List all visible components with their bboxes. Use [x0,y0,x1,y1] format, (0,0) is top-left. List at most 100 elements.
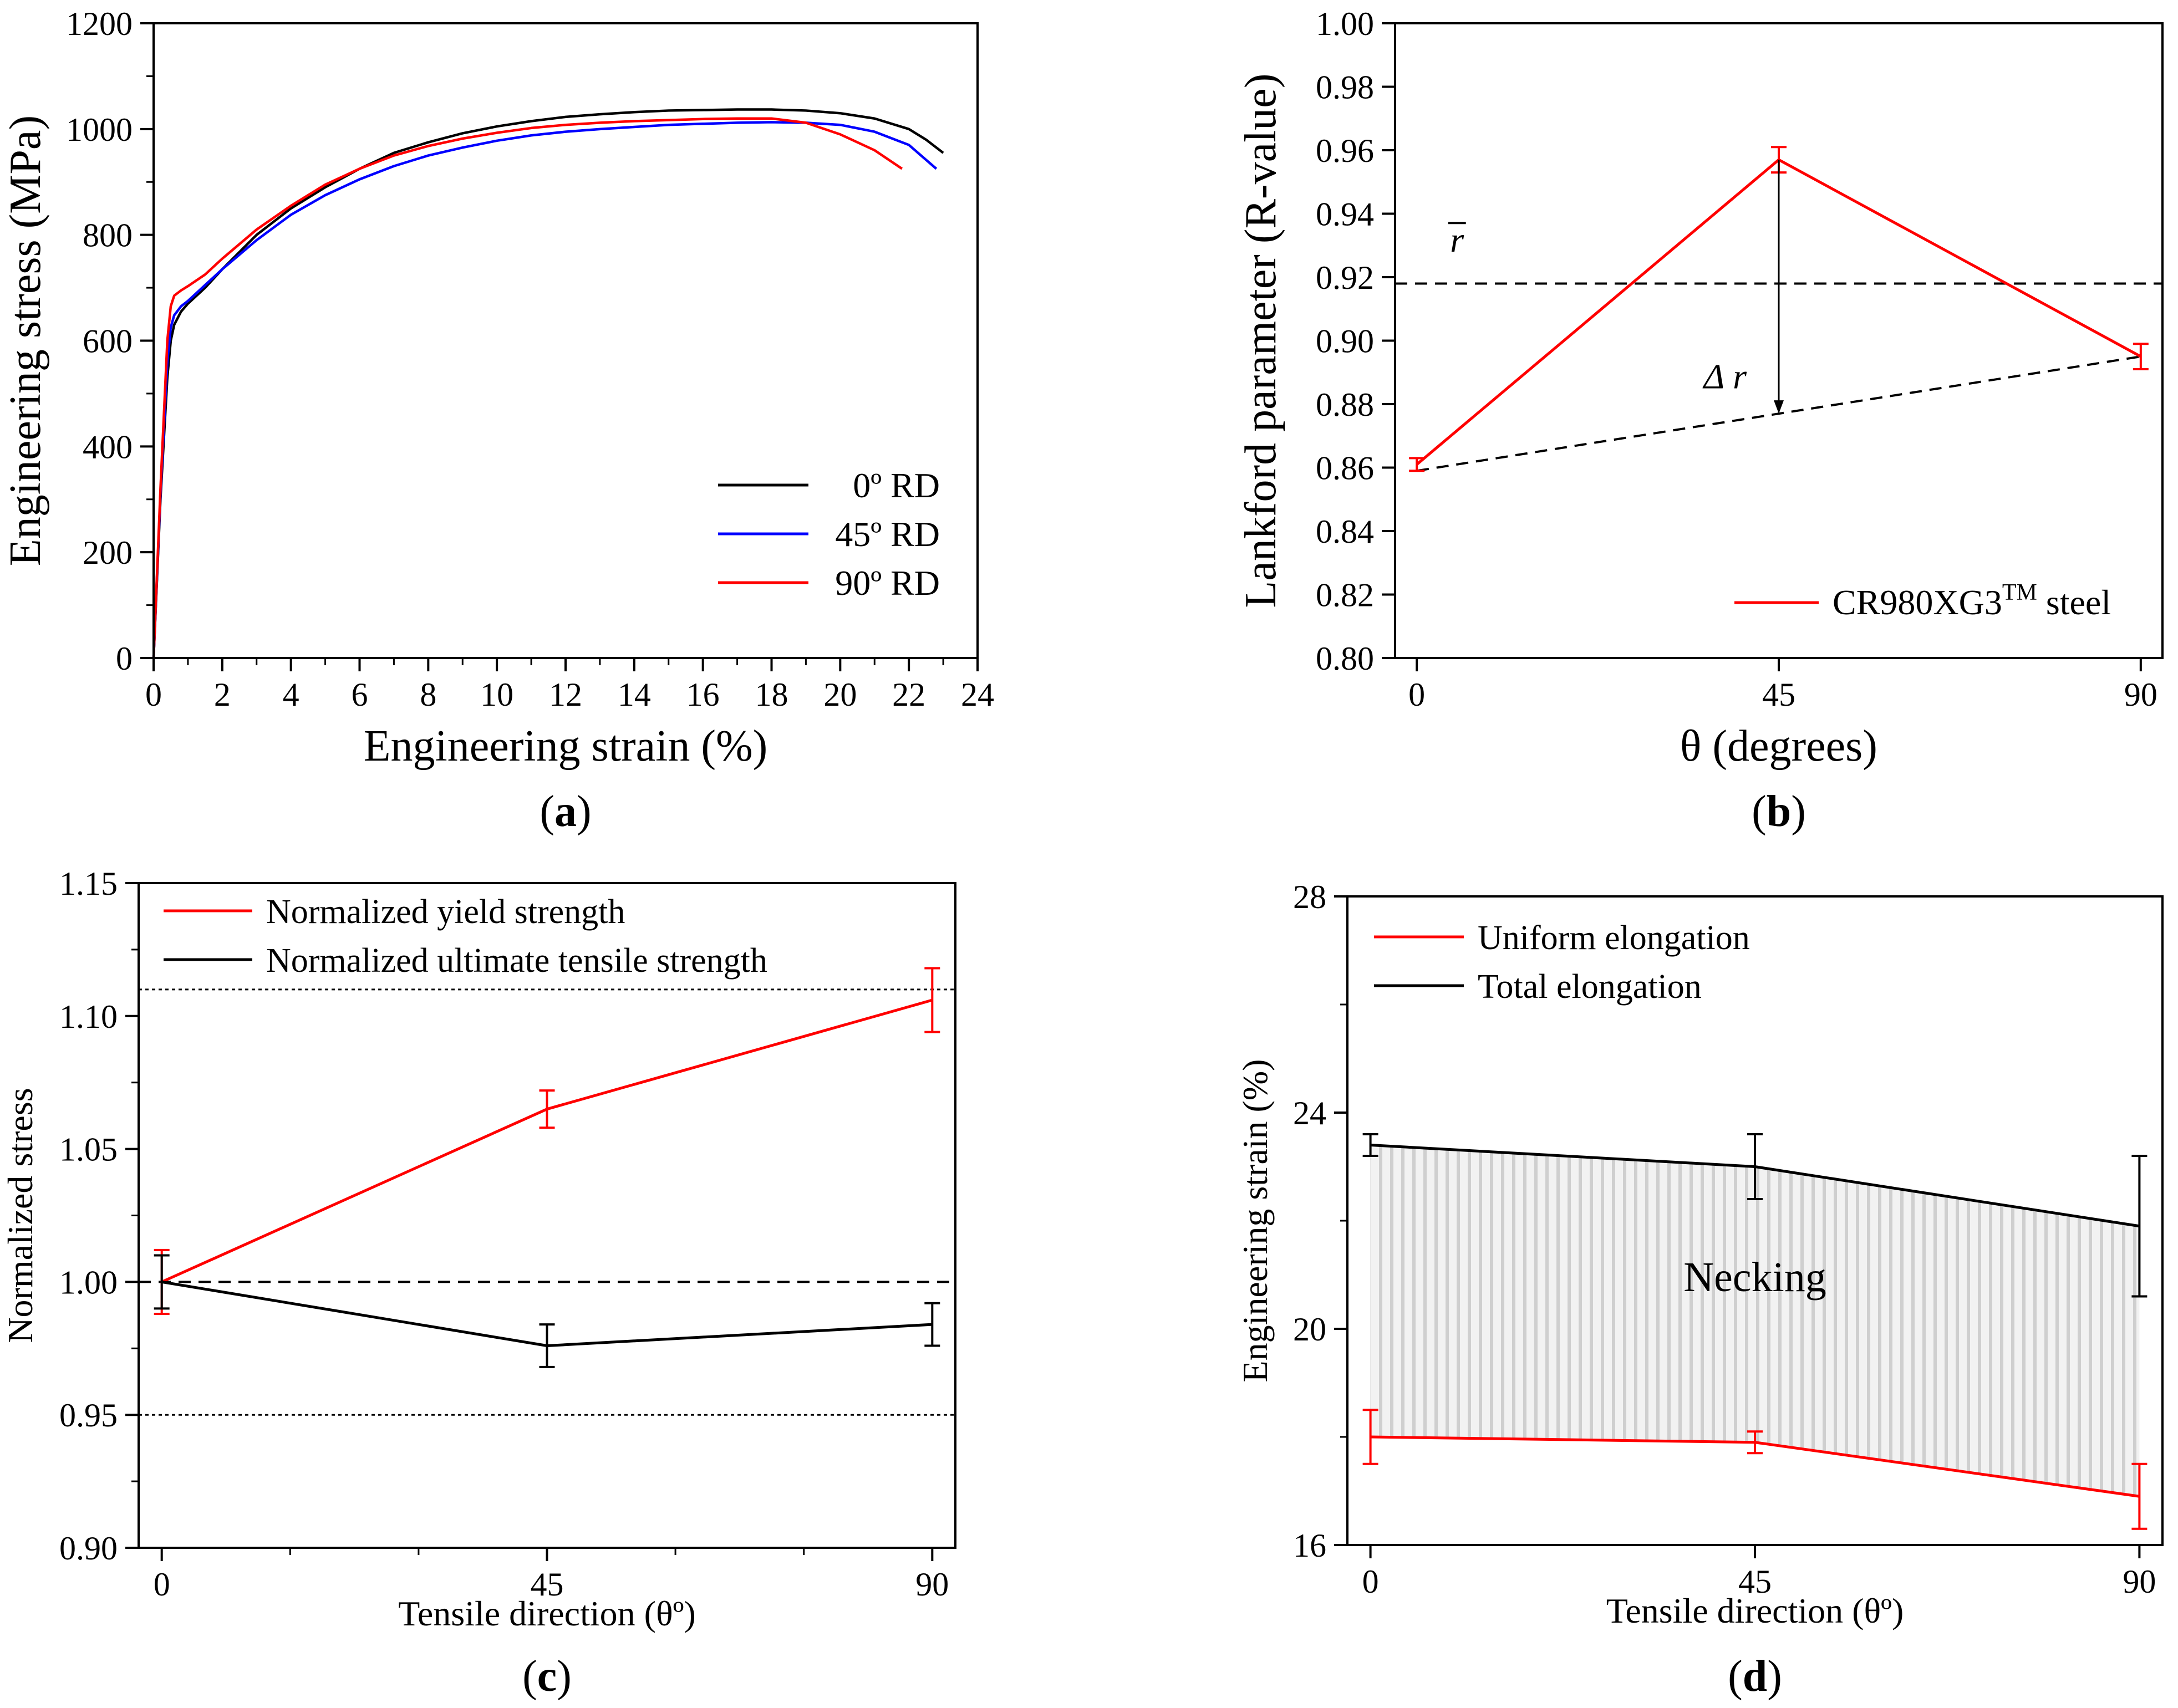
x-axis-label: Tensile direction (θº) [398,1594,696,1633]
legend-label: Total elongation [1478,968,1702,1006]
y-tick-label: 1.00 [1316,6,1374,42]
y-tick-label: 1.10 [59,998,118,1035]
x-tick-label: 2 [214,676,231,713]
x-tick-label: 0 [145,676,162,713]
y-tick-label: 1.15 [59,865,118,902]
legend: CR980XG3TM steel [1734,580,2111,622]
y-tick-label: 200 [83,534,133,571]
x-tick-label: 90 [2124,676,2157,713]
y-tick-label: 0 [116,640,133,677]
x-tick-label: 22 [892,676,925,713]
delta-r-arrowhead [1774,400,1784,414]
plot-frame [138,882,956,1549]
x-tick-label: 0 [154,1566,170,1603]
x-tick-label: 45 [1738,1563,1772,1600]
x-tick-label: 12 [549,676,582,713]
x-axis-label: Tensile direction (θº) [1606,1591,1904,1630]
series-line-1 [152,121,938,659]
legend-label: 90º RD [835,563,940,603]
x-tick-label: 20 [823,676,857,713]
error-bar [924,1302,940,1347]
series-line-0 [161,998,933,1283]
y-tick-label: 28 [1293,879,1326,915]
y-tick-label: 16 [1293,1527,1326,1564]
x-tick-label: 6 [352,676,368,713]
error-bar [1409,457,1425,472]
y-tick-label: 0.80 [1316,640,1374,677]
x-tick-label: 16 [686,676,720,713]
y-tick-label: 0.90 [59,1530,118,1567]
x-axis-label: Engineering strain (%) [364,722,768,771]
legend-label: Uniform elongation [1478,919,1750,957]
x-tick-label: 45 [1762,676,1795,713]
x-tick-label: 24 [961,676,994,713]
y-tick-label: 600 [83,323,133,360]
error-bar [154,1254,170,1310]
chart-panel-a: 0 2 4 6 8 10 12 14 16 18 20 22 240200400600800100012… [1,6,994,836]
x-tick-label: 8 [420,676,436,713]
error-bar [1362,1409,1378,1465]
legend-label: CR980XG3TM steel [1833,580,2111,622]
panel-caption: (c) [522,1652,572,1701]
legend-label: 45º RD [835,514,940,554]
x-axis-label: θ (degrees) [1680,722,1877,771]
legend-label: 0º RD [853,466,940,505]
chart-panel-c: 0 45 90 0.90 0.95 1.00 1.05 1.10 1.15 Tensile dir… [1,865,956,1701]
error-bar [2133,343,2149,371]
y-tick-label: 0.86 [1316,450,1374,487]
y-tick-label: 0.96 [1316,132,1374,169]
y-tick-label: 24 [1293,1095,1326,1131]
y-tick-label: 1200 [66,6,133,42]
x-tick-label: 0 [1408,676,1425,713]
series-line-2 [152,117,903,659]
y-tick-label: 0.92 [1316,259,1374,296]
x-tick-label: 0 [1362,1563,1379,1600]
x-tick-label: 14 [618,676,651,713]
x-tick-label: 90 [915,1566,949,1603]
y-axis-label: Engineering stress (MPa) [1,115,50,566]
x-tick-label: 10 [480,676,513,713]
error-bar [539,1323,555,1368]
error-bar [1747,1133,1763,1200]
y-tick-label: 0.98 [1316,69,1374,106]
panel-caption: (a) [540,787,591,836]
legend-label: Normalized yield strength [266,893,625,931]
y-tick-label: 0.84 [1316,513,1374,550]
y-tick-label: 0.90 [1316,323,1374,360]
y-axis-label: Lankford parameter (R-value) [1236,74,1285,608]
panel-caption: (d) [1728,1652,1782,1701]
chart-panel-b: 0 45 90 0.80 0.82 0.84 0.86 0.88 0.90 0.92 0.94 0.9… [1236,6,2164,836]
y-tick-label: 0.82 [1316,577,1374,614]
x-tick-label: 90 [2123,1563,2156,1600]
necking-label: Necking [1683,1254,1826,1301]
y-tick-label: 20 [1293,1311,1326,1348]
legend: Normalized yield strength Normalized ulti… [164,893,767,980]
y-tick-label: 1.00 [59,1264,118,1301]
y-tick-label: 400 [83,429,133,465]
necking-shaded-region [1370,1145,2140,1497]
error-bar [924,967,940,1033]
r-bar-label: r [1450,220,1464,259]
x-tick-label: 4 [283,676,299,713]
y-tick-label: 0.88 [1316,386,1374,423]
y-tick-label: 1000 [66,111,133,148]
y-tick-label: 1.05 [59,1131,118,1168]
y-axis-label: Engineering strain (%) [1235,1059,1275,1383]
y-tick-label: 0.94 [1316,196,1374,233]
x-tick-label: 45 [531,1566,564,1603]
error-bar [2131,1155,2148,1298]
legend: 0º RD 45º RD 90º RD [718,466,940,603]
legend-label: Normalized ultimate tensile strength [266,942,767,980]
x-tick-label: 18 [755,676,788,713]
y-axis-label: Normalized stress [1,1088,40,1343]
chart-panel-d: 0 45 90 16 20 24 28 Tensile direction (θº) Engin… [1235,879,2164,1701]
legend: Uniform elongation Total elongation [1374,919,1750,1006]
error-bar [539,1089,555,1129]
delta-r-label: Δ r [1702,356,1747,396]
panel-caption: (b) [1752,787,1806,836]
y-tick-label: 0.95 [59,1397,118,1434]
error-bar [1362,1133,1378,1157]
series-line-0 [152,108,944,659]
error-bar [1747,1430,1763,1455]
